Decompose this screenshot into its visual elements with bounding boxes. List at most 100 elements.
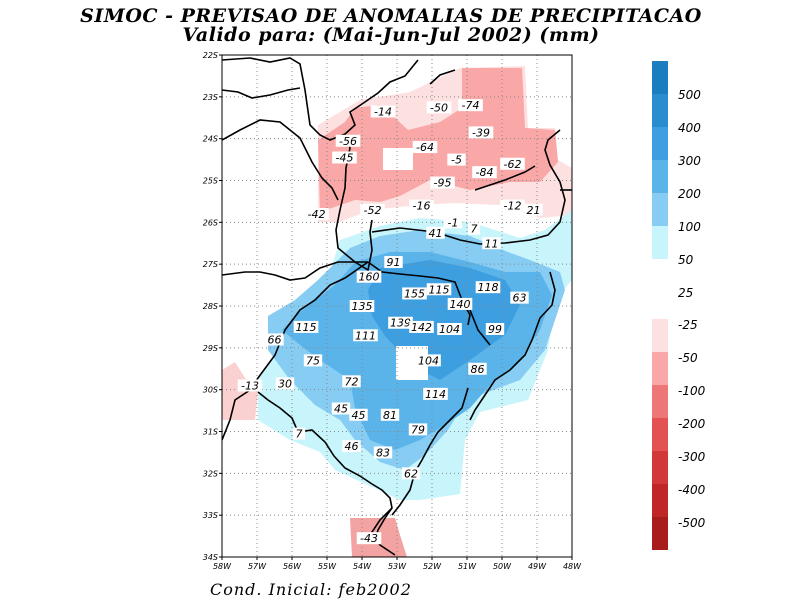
contour-value-label: 135 — [352, 300, 373, 313]
lon-tick-label: 50W — [493, 562, 512, 571]
contour-label-bg — [472, 166, 497, 179]
lat-tick-label: 28S — [203, 302, 218, 311]
contour-label-bg — [447, 153, 466, 166]
colorbar-positive-swatch — [652, 61, 668, 94]
contour-label-bg — [458, 99, 483, 112]
contour-label-bg — [475, 281, 501, 294]
contour-value-label: -14 — [374, 105, 392, 118]
contour-value-label: 155 — [404, 287, 425, 300]
contour-label-bg — [356, 532, 382, 545]
no-data-hole — [383, 148, 413, 170]
lat-tick-label: 25S — [203, 177, 218, 186]
contour-label-bg — [293, 320, 319, 333]
lon-tick-label: 52W — [423, 562, 442, 571]
lon-tick-label: 48W — [563, 562, 582, 571]
contour-value-label: 111 — [355, 329, 376, 342]
lon-tick-label: 58W — [213, 562, 232, 571]
contour-value-label: 142 — [411, 321, 432, 334]
contour-label-bg — [500, 199, 525, 212]
contour-value-label: -13 — [241, 379, 259, 392]
colorbar-negative-label: -500 — [678, 516, 706, 530]
contour-label-bg — [335, 134, 361, 147]
contour-value-label: 46 — [345, 440, 359, 453]
colorbar-positive-label: 300 — [678, 154, 701, 168]
contour-value-label: 91 — [387, 256, 401, 269]
contour-value-label: -45 — [336, 151, 354, 164]
contour-label-bg — [485, 323, 505, 336]
lat-tick-label: 31S — [203, 428, 218, 437]
contour-value-label: -12 — [504, 200, 522, 213]
contour-label-bg — [303, 354, 323, 367]
contour-label-bg — [292, 427, 306, 440]
contour-value-label: 81 — [383, 409, 397, 422]
contour-label-bg — [384, 256, 403, 269]
colorbar: 500 400 300 200 100 50 25 -25 -50 -100 -200 -300 -40… — [652, 61, 706, 550]
contour-label-bg — [468, 362, 487, 375]
colorbar-negative-label: -25 — [678, 318, 698, 332]
lon-tick-label: 51W — [458, 562, 477, 571]
contour-value-label: 63 — [513, 292, 527, 305]
contour-label-bg — [409, 199, 434, 212]
colorbar-negative-swatch — [652, 451, 668, 484]
contour-label-bg — [524, 203, 543, 216]
colorbar-negative-label: -300 — [678, 450, 706, 464]
contour-label-bg — [342, 375, 361, 388]
colorbar-positive-label: 500 — [678, 88, 701, 102]
lon-tick-label: 54W — [353, 562, 372, 571]
colorbar-positive-swatch — [652, 127, 668, 160]
contour-label-bg — [426, 283, 452, 296]
contour-value-label: -74 — [462, 99, 480, 112]
contour-label-bg — [237, 379, 263, 392]
contour-label-bg — [430, 176, 455, 189]
contour-label-bg — [349, 408, 368, 421]
contour-value-label: -42 — [308, 208, 326, 221]
contour-value-label: -39 — [472, 126, 490, 139]
colorbar-positive-swatch — [652, 226, 668, 259]
lat-tick-label: 23S — [203, 93, 218, 102]
colorbar-positive-label: 25 — [678, 286, 693, 300]
contour-label-bg — [370, 105, 396, 118]
contour-value-label: 21 — [527, 204, 541, 217]
contour-label-bg — [342, 440, 361, 453]
colorbar-negative-label: -200 — [678, 417, 706, 431]
contour-value-label: -43 — [360, 532, 378, 545]
colorbar-positive-label: 200 — [678, 187, 701, 201]
negative-anomaly-medium — [318, 68, 558, 212]
contour-value-label: -95 — [434, 177, 452, 190]
contour-label-bg — [482, 237, 501, 250]
contour-value-label: 75 — [306, 354, 320, 367]
colorbar-negative-swatch — [652, 319, 668, 352]
lat-tick-label: 33S — [203, 511, 218, 520]
colorbar-positive-swatch — [652, 193, 668, 226]
colorbar-positive-label: 50 — [678, 253, 694, 267]
contour-value-label: 115 — [296, 321, 317, 334]
lat-tick-label: 24S — [203, 135, 218, 144]
contour-value-label: 140 — [450, 298, 471, 311]
contour-value-label: 99 — [488, 323, 502, 336]
contour-value-label: 41 — [429, 227, 443, 240]
colorbar-positive-swatch — [652, 94, 668, 127]
lat-tick-label: 32S — [203, 469, 218, 478]
contour-value-label: -64 — [416, 141, 434, 154]
contour-label-bg — [468, 126, 494, 139]
contour-value-label: -16 — [413, 200, 431, 213]
contour-value-label: 30 — [278, 377, 292, 390]
contour-value-label: -84 — [476, 166, 494, 179]
contour-value-label: 11 — [485, 237, 499, 250]
lon-tick-label: 57W — [248, 562, 267, 571]
contour-label-bg — [510, 291, 529, 304]
contour-label-bg — [500, 157, 525, 170]
contour-label-bg — [447, 297, 473, 310]
lat-tick-label: 22S — [203, 51, 218, 60]
contour-label-bg — [401, 467, 421, 480]
colorbar-negative-swatch — [652, 484, 668, 517]
contour-value-label: 45 — [352, 409, 366, 422]
colorbar-negative-swatch — [652, 517, 668, 550]
contour-label-bg — [373, 446, 393, 459]
colorbar-negative-label: -50 — [678, 351, 698, 365]
contour-value-label: 7 — [296, 428, 303, 441]
contour-value-label: -1 — [448, 216, 459, 229]
contour-label-bg — [437, 323, 462, 336]
colorbar-positive-label: 100 — [678, 220, 701, 234]
